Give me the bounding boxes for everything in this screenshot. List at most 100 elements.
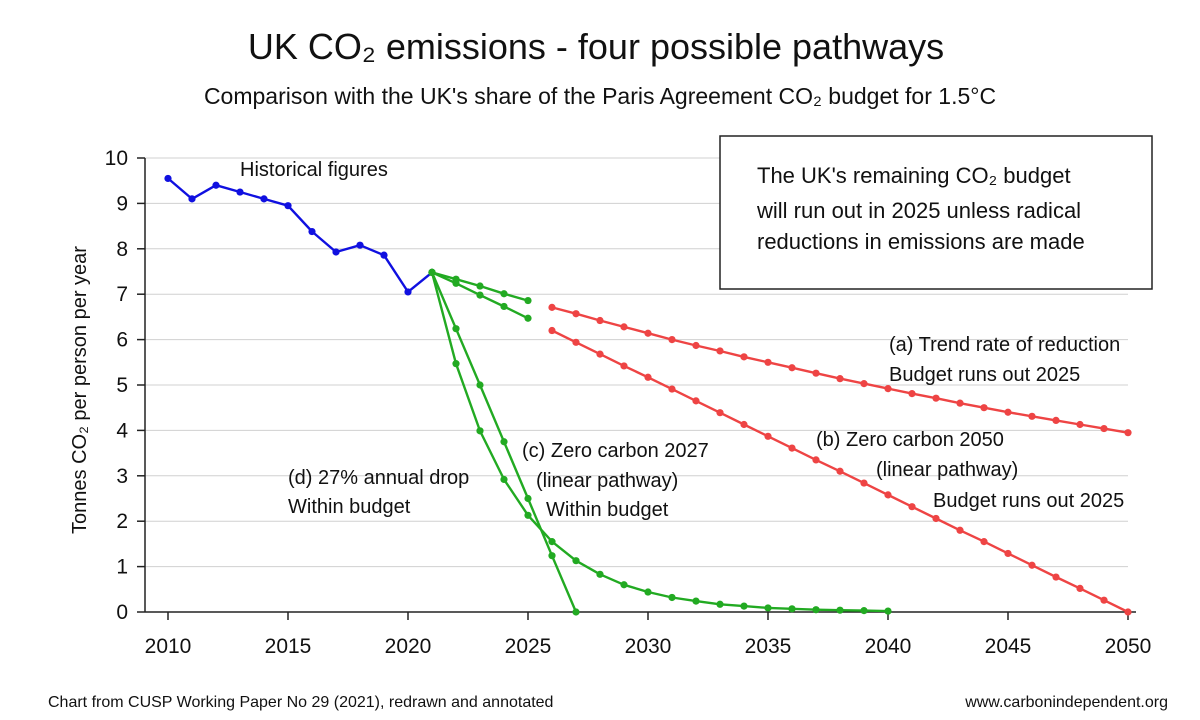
annotation-c-line1: (c) Zero carbon 2027 [522, 440, 709, 462]
annotation-d-line1: (d) 27% annual drop [288, 467, 469, 489]
data-point [1100, 424, 1108, 433]
data-point [356, 241, 364, 249]
data-point [524, 511, 532, 519]
data-point [572, 608, 580, 616]
data-point [860, 380, 868, 388]
chart-subtitle: Comparison with the UK's share of the Pa… [203, 83, 997, 109]
x-tick-label: 2015 [265, 635, 312, 658]
data-point [548, 326, 556, 335]
data-point [1028, 561, 1036, 569]
data-point [668, 593, 676, 602]
data-point [572, 310, 580, 318]
data-point [884, 491, 892, 499]
info-box-line-1: The UK's remaining CO₂ budget [757, 163, 1071, 188]
y-tick-label: 10 [105, 147, 128, 170]
data-point [524, 314, 532, 322]
x-tick-label: 2020 [385, 635, 432, 658]
y-tick-label: 3 [116, 465, 128, 488]
data-point [1124, 608, 1132, 616]
series-line [430, 272, 889, 613]
data-point [548, 538, 556, 546]
y-tick-label: 4 [116, 419, 128, 442]
data-point [788, 605, 796, 613]
annotation-b-line3: Budget runs out 2025 [933, 490, 1124, 512]
data-point [788, 364, 796, 372]
data-point [716, 600, 724, 608]
data-point [764, 358, 772, 366]
data-point [1076, 584, 1084, 592]
info-box-line-3: reductions in emissions are made [757, 229, 1085, 254]
annotation-b-line1: (b) Zero carbon 2050 [816, 429, 1004, 451]
data-point [476, 291, 484, 299]
data-point [308, 227, 316, 236]
data-point [692, 397, 700, 405]
data-point [908, 390, 916, 398]
data-point [644, 588, 652, 596]
data-point [260, 195, 268, 203]
data-point [236, 188, 244, 196]
y-tick-label: 6 [116, 329, 128, 352]
x-tick-label: 2035 [745, 635, 792, 658]
x-tick-label: 2030 [625, 635, 672, 658]
y-tick-label: 1 [116, 556, 128, 579]
data-point [740, 353, 748, 361]
data-point [524, 494, 532, 503]
data-point [1028, 412, 1036, 420]
data-point [500, 302, 508, 311]
annotation-d-line2: Within budget [288, 496, 411, 518]
data-point [788, 444, 796, 452]
data-point [476, 282, 484, 290]
data-point [428, 268, 436, 277]
data-point [1004, 408, 1012, 416]
data-point [572, 557, 580, 565]
data-point [812, 456, 820, 464]
data-point [476, 381, 484, 389]
data-series [164, 174, 1132, 616]
footer-source: Chart from CUSP Working Paper No 29 (202… [48, 694, 554, 711]
series-0 [164, 174, 436, 296]
data-point [644, 329, 652, 337]
data-point [956, 526, 964, 534]
data-point [764, 432, 772, 440]
chart-title: UK CO₂ emissions - four possible pathway… [247, 26, 945, 67]
data-point [836, 606, 844, 614]
data-point [332, 248, 340, 256]
data-point [1052, 573, 1060, 581]
y-tick-label: 9 [116, 192, 128, 215]
data-point [596, 570, 604, 578]
data-point [716, 347, 724, 355]
x-tick-label: 2040 [865, 635, 912, 658]
annotation-a-line1: (a) Trend rate of reduction [889, 334, 1120, 356]
data-point [884, 607, 892, 615]
series-line [167, 177, 433, 294]
y-tick-label: 5 [116, 374, 128, 397]
annotation-a-line2: Budget runs out 2025 [889, 364, 1080, 386]
info-box-line-2: will run out in 2025 unless radical [756, 198, 1081, 223]
data-point [1124, 429, 1132, 437]
data-point [500, 438, 508, 446]
data-point [500, 475, 508, 484]
axes [137, 157, 1136, 620]
data-point [764, 604, 772, 612]
data-point [476, 427, 484, 435]
data-point [812, 606, 820, 614]
data-point [860, 479, 868, 487]
data-point [524, 296, 532, 305]
data-point [212, 181, 220, 189]
x-tick-label: 2045 [985, 635, 1032, 658]
data-point [932, 394, 940, 402]
data-point [1052, 416, 1060, 425]
data-point [812, 369, 820, 377]
data-point [452, 279, 460, 287]
x-tick-label: 2025 [505, 635, 552, 658]
data-point [836, 467, 844, 475]
y-axis-label: Tonnes CO₂ per person per year [69, 246, 91, 534]
data-point [188, 195, 196, 203]
data-point [452, 325, 460, 333]
data-point [980, 538, 988, 546]
data-point [836, 375, 844, 383]
data-point [596, 316, 604, 325]
footer-website: www.carbonindependent.org [965, 694, 1168, 711]
data-point [1076, 420, 1084, 429]
data-point [932, 514, 940, 523]
